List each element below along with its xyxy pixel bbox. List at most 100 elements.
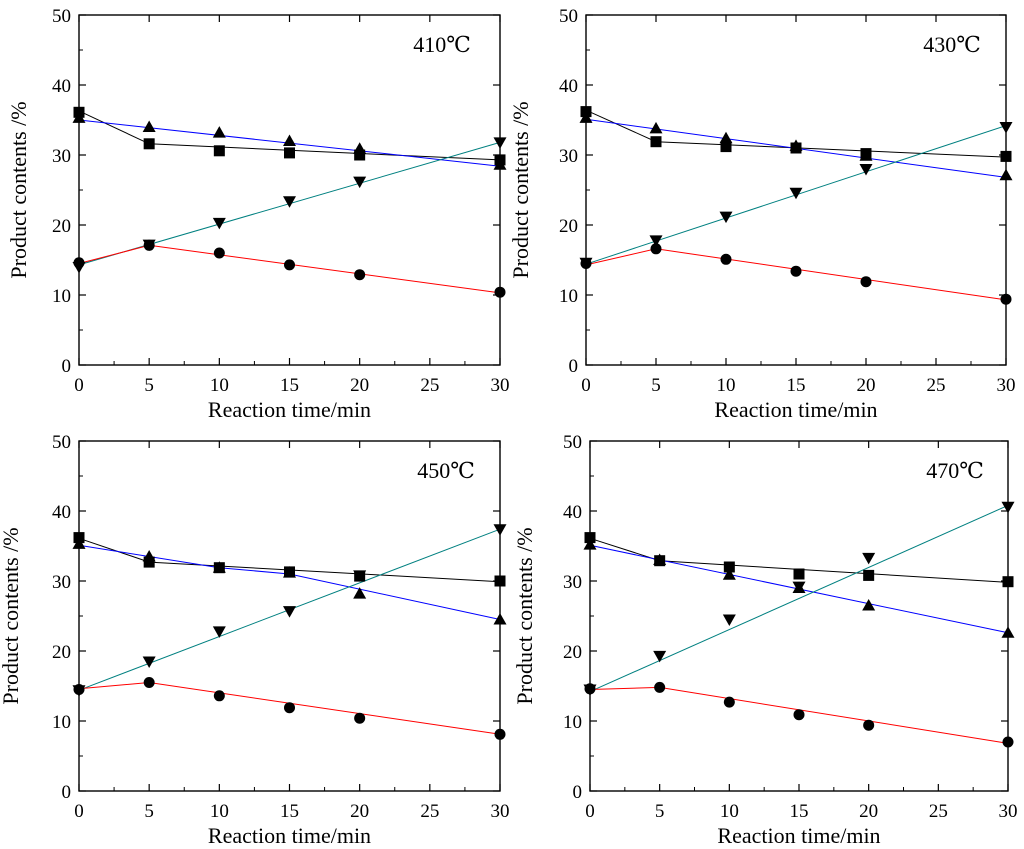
- point-up_triangle: [353, 587, 367, 599]
- point-square: [143, 556, 155, 568]
- panel-410: 0 5 10 15 20 25 30 0 10 20 30 40 50 Reaction time/min…: [6, 6, 510, 422]
- y-tick-label: 50: [559, 6, 578, 27]
- x-axis-label: Reaction time/min: [208, 397, 371, 422]
- x-tick-label: 30: [997, 375, 1016, 396]
- x-tick-label: 15: [280, 801, 299, 822]
- point-up_triangle: [653, 553, 667, 565]
- point-down_triangle: [719, 211, 733, 224]
- x-tick-label: 15: [280, 375, 299, 396]
- point-circle: [354, 269, 366, 281]
- y-axis-label: Product contents /%: [508, 101, 533, 278]
- x-tick-label: 0: [74, 375, 84, 396]
- x-tick-label: 15: [790, 801, 809, 822]
- x-tick-label: 0: [581, 375, 591, 396]
- temperature-label: 450℃: [417, 458, 475, 483]
- y-axis-label: Product contents /%: [512, 527, 537, 704]
- point-square: [720, 141, 732, 153]
- x-tick-label: 10: [717, 375, 736, 396]
- point-circle: [793, 709, 805, 721]
- point-down_triangle: [353, 176, 367, 189]
- fit-line-down_triangle: [589, 504, 1009, 693]
- temperature-label: 470℃: [926, 458, 984, 483]
- x-axis-label: Reaction time/min: [714, 397, 877, 422]
- y-tick-label: 10: [52, 712, 71, 733]
- point-circle: [1002, 736, 1014, 748]
- point-up_triangle: [212, 561, 226, 573]
- point-up_triangle: [212, 126, 226, 138]
- y-tick-label: 10: [563, 712, 582, 733]
- point-up_triangle: [999, 168, 1013, 181]
- x-tick-label: 30: [491, 375, 510, 396]
- point-down_triangle: [789, 187, 803, 200]
- y-tick-label: 20: [559, 216, 578, 237]
- y-tick-label: 40: [563, 502, 582, 523]
- point-down_triangle: [649, 235, 663, 247]
- y-axis-label: Product contents /%: [6, 101, 31, 278]
- point-circle: [284, 702, 295, 714]
- point-down_triangle: [212, 217, 226, 230]
- x-axis-label: Reaction time/min: [208, 823, 371, 848]
- y-tick-label: 40: [52, 502, 71, 523]
- point-up_triangle: [72, 537, 86, 549]
- x-tick-label: 0: [74, 801, 84, 822]
- x-tick-label: 5: [655, 801, 665, 822]
- point-square: [213, 145, 225, 157]
- y-tick-label: 30: [52, 146, 71, 167]
- point-down_triangle: [493, 524, 507, 536]
- point-circle: [73, 684, 85, 695]
- y-tick-label: 50: [563, 432, 582, 453]
- point-down_triangle: [212, 626, 226, 638]
- point-square: [284, 147, 295, 159]
- y-tick-label: 30: [559, 146, 578, 167]
- panel-430: 0 5 10 15 20 25 30 0 10 20 30 40 50 Reaction time/min…: [508, 6, 1016, 422]
- y-tick-label: 20: [563, 642, 582, 663]
- y-tick-label: 20: [52, 216, 71, 237]
- plot-frame-410: [78, 14, 501, 366]
- point-up_triangle: [859, 149, 873, 161]
- point-up_triangle: [862, 599, 876, 611]
- point-circle: [580, 258, 592, 269]
- point-down_triangle: [999, 122, 1013, 134]
- x-tick-label: 25: [420, 375, 439, 396]
- point-circle: [143, 677, 155, 688]
- point-up_triangle: [1001, 626, 1015, 638]
- y-tick-label: 40: [52, 76, 71, 97]
- temperature-label: 410℃: [413, 32, 471, 57]
- point-circle: [143, 239, 155, 251]
- point-up_triangle: [142, 550, 156, 562]
- point-up_triangle: [72, 111, 86, 123]
- x-tick-label: 20: [350, 801, 369, 822]
- point-down_triangle: [283, 196, 296, 208]
- point-down_triangle: [493, 137, 507, 149]
- point-square: [1000, 150, 1012, 162]
- point-circle: [1000, 293, 1012, 305]
- panel-450: 0 5 10 15 20 25 30 0 10 20 30 40 50 Reaction time/min…: [0, 432, 510, 848]
- point-square: [650, 136, 662, 148]
- x-tick-label: 25: [927, 375, 946, 396]
- point-circle: [494, 286, 506, 298]
- point-square: [354, 149, 366, 161]
- x-axis-label: Reaction time/min: [717, 823, 880, 848]
- point-circle: [863, 719, 875, 731]
- point-circle: [654, 681, 666, 693]
- point-up_triangle: [283, 134, 296, 146]
- point-up_triangle: [789, 139, 803, 151]
- point-circle: [720, 253, 732, 265]
- point-up_triangle: [649, 121, 663, 134]
- point-down_triangle: [859, 164, 873, 176]
- point-circle: [354, 712, 366, 724]
- x-tick-label: 10: [720, 801, 739, 822]
- x-tick-label: 30: [491, 801, 510, 822]
- point-circle: [213, 247, 225, 259]
- point-down_triangle: [653, 650, 667, 663]
- point-square: [494, 575, 506, 587]
- point-circle: [213, 690, 225, 702]
- point-circle: [860, 276, 872, 288]
- point-down_triangle: [1001, 501, 1015, 514]
- point-square: [863, 569, 875, 581]
- point-down_triangle: [142, 656, 156, 668]
- point-circle: [73, 257, 85, 269]
- y-tick-label: 0: [62, 356, 72, 377]
- x-tick-label: 10: [210, 375, 229, 396]
